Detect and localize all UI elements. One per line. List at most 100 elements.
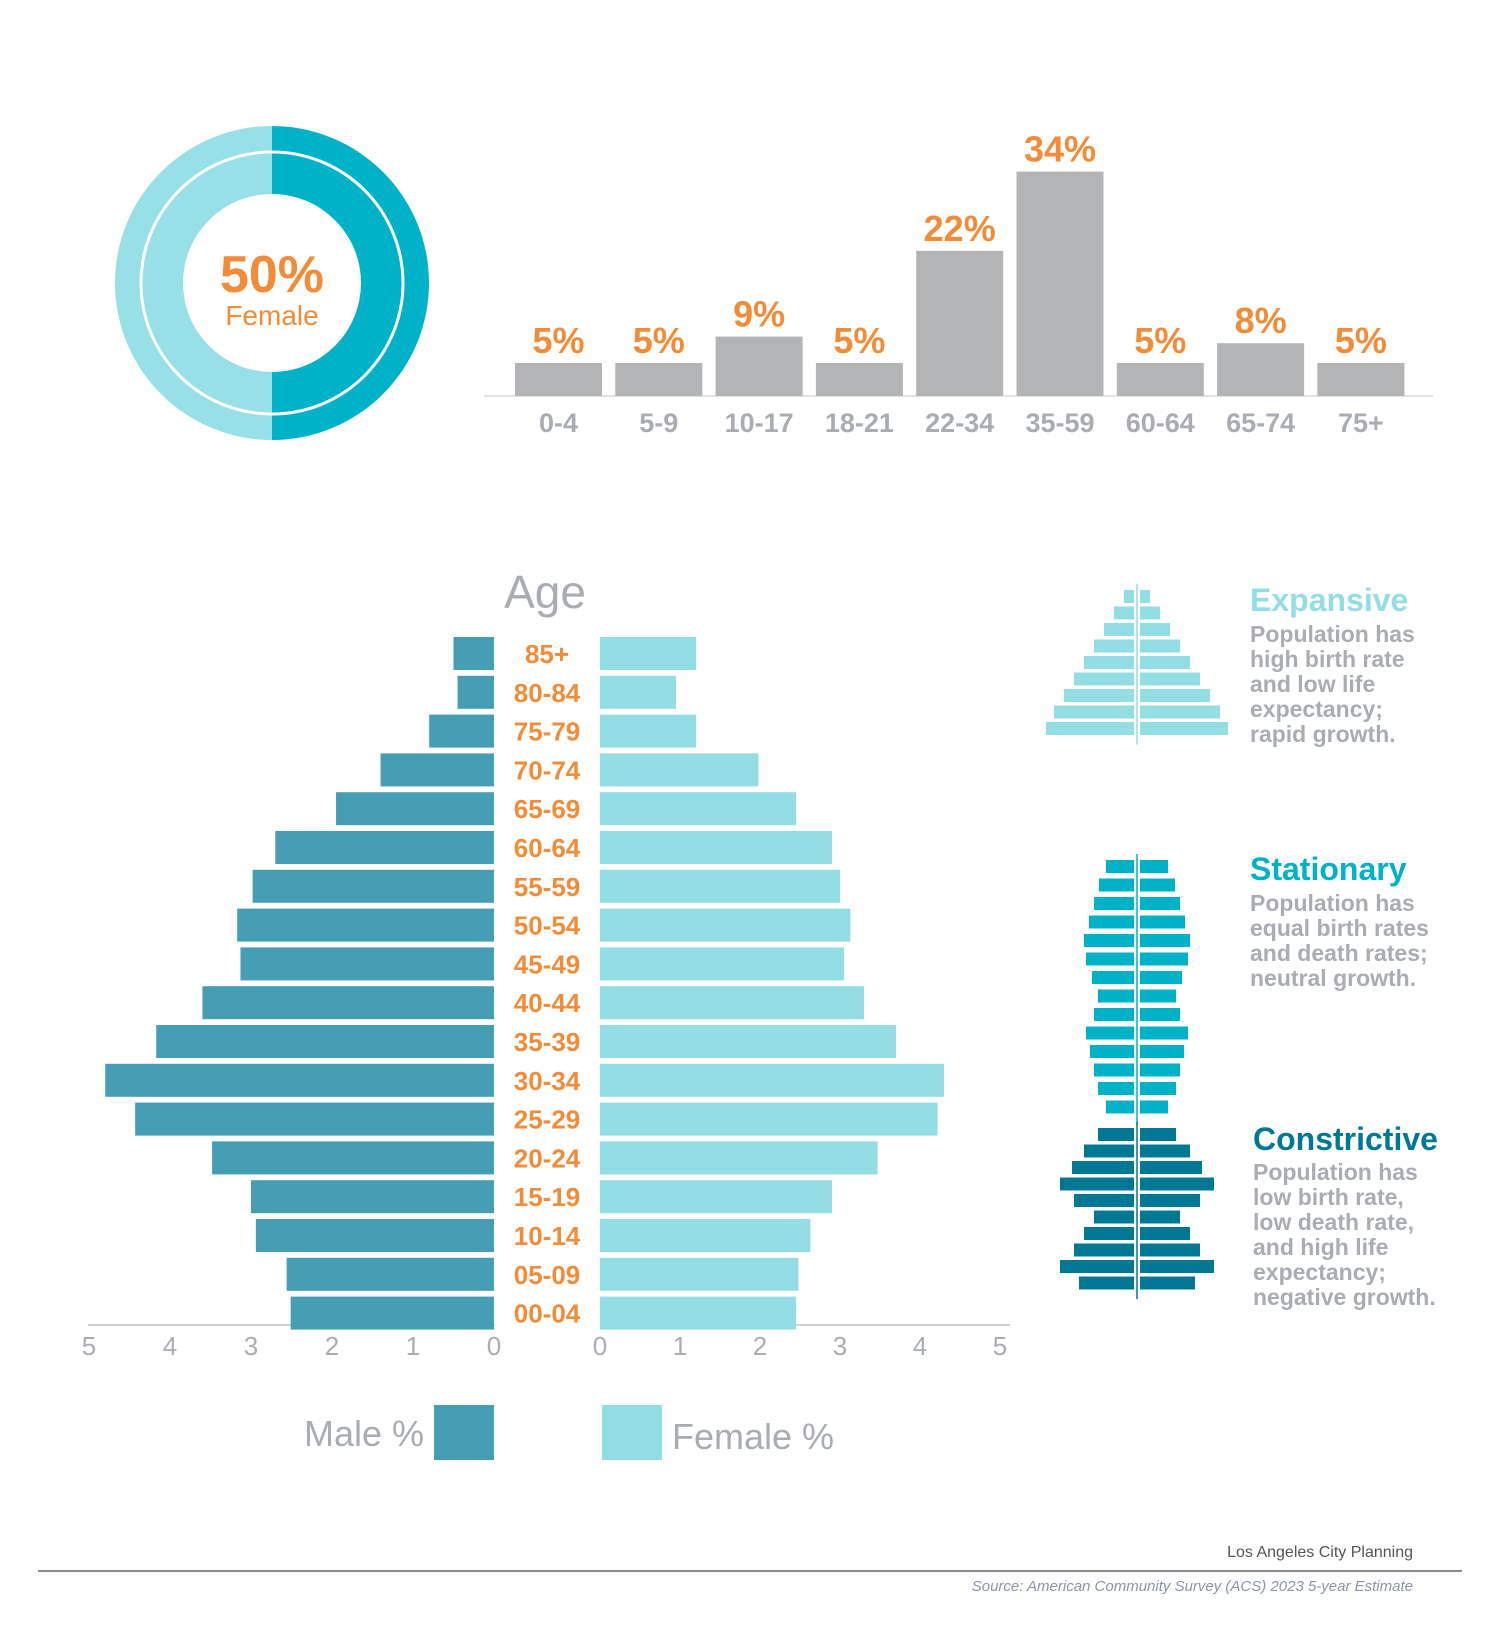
male-bar (429, 714, 494, 748)
age-group-label: 25-29 (514, 1105, 581, 1135)
male-bar (251, 1180, 494, 1214)
age-group-label: 35-39 (514, 1027, 581, 1057)
male-bar (237, 908, 495, 942)
icon-bar-left (1092, 971, 1134, 984)
pyramid-legend: Male % Female % (304, 1405, 834, 1460)
icon-bar-right (1140, 1227, 1190, 1240)
age-group-label: 85+ (525, 639, 569, 669)
icon-bar-left (1084, 934, 1134, 947)
age-group-label: 60-64 (514, 833, 581, 863)
population-pyramid: Age 85+ 80-84 75-79 70-74 65-69 60-64 55-59 50-… (82, 566, 1010, 1361)
icon-bar-left (1124, 590, 1134, 603)
icon-bar-left (1098, 1128, 1134, 1141)
icon-bar-left (1084, 656, 1134, 669)
icon-bar-left (1094, 639, 1134, 653)
icon-bar-right (1140, 915, 1185, 929)
age-bar-value-label: 22% (924, 208, 996, 249)
male-bar (453, 637, 494, 670)
icon-bar-left (1106, 1100, 1134, 1114)
male-bar (240, 947, 494, 981)
icon-bar-right (1140, 590, 1150, 603)
icon-bar-right (1140, 952, 1188, 966)
age-bar-category-label: 65-74 (1226, 408, 1295, 438)
x-tick-label-left: 4 (163, 1331, 177, 1361)
icon-bar-left (1084, 1144, 1134, 1158)
age-bar-value-label: 5% (633, 320, 685, 361)
icon-bar-right (1140, 722, 1228, 735)
icon-bar-left (1086, 952, 1134, 966)
age-group-label: 00-04 (514, 1299, 581, 1329)
x-tick-label-right: 3 (833, 1331, 847, 1361)
icon-bar-left (1046, 722, 1134, 735)
age-bar-value-label: 8% (1235, 300, 1287, 341)
icon-bar-left (1074, 1243, 1134, 1257)
female-bar (600, 1219, 811, 1252)
female-bar (600, 637, 696, 670)
x-tick-label-left: 0 (487, 1331, 501, 1361)
x-tick-label-right: 2 (753, 1331, 767, 1361)
age-group-label: 40-44 (514, 988, 581, 1018)
age-bar-category-label: 0-4 (539, 408, 578, 438)
age-group-label: 10-14 (514, 1221, 581, 1251)
icon-bar-left (1074, 672, 1134, 686)
age-bar-category-label: 22-34 (925, 408, 994, 438)
male-bar (286, 1257, 494, 1291)
male-bar (252, 869, 494, 903)
icon-bar-right (1140, 639, 1180, 653)
age-bar (615, 363, 703, 396)
age-group-label: 55-59 (514, 872, 581, 902)
female-bar (600, 1141, 878, 1175)
age-group-label: 80-84 (514, 678, 581, 708)
age-bar-value-label: 5% (532, 320, 584, 361)
pyramid-type-description-line: neutral growth. (1250, 965, 1416, 991)
age-bar-category-label: 10-17 (725, 408, 794, 438)
icon-bar-left (1089, 915, 1134, 929)
icon-bar-left (1060, 1177, 1134, 1191)
donut-inner-ring (139, 150, 405, 416)
pyramid-type-description-line: and death rates; (1250, 940, 1428, 966)
x-tick-label-left: 3 (244, 1331, 258, 1361)
male-bar (105, 1063, 494, 1097)
age-bar-value-label: 5% (833, 320, 885, 361)
pyramid-type-title: Expansive (1250, 582, 1408, 618)
female-bar (600, 831, 832, 864)
icon-bar-left (1086, 1026, 1134, 1040)
icon-bar-left (1098, 1082, 1134, 1095)
pyramid-type-description-line: negative growth. (1253, 1284, 1436, 1310)
icon-bar-right (1140, 1045, 1184, 1058)
x-tick-label-right: 4 (913, 1331, 927, 1361)
female-bar (600, 675, 676, 709)
icon-bar-left (1090, 1045, 1134, 1058)
age-bar (1217, 343, 1305, 396)
age-bar-category-label: 60-64 (1126, 408, 1195, 438)
female-bar (600, 1180, 832, 1214)
pyramid-title: Age (504, 566, 586, 618)
female-bar (600, 1296, 796, 1330)
icon-bar-right (1140, 1177, 1214, 1191)
female-bar (600, 1102, 938, 1136)
age-bar (815, 363, 903, 396)
male-bar (275, 831, 494, 864)
icon-bar-right (1140, 934, 1190, 947)
donut-center-label: Female (225, 300, 318, 331)
age-group-label: 50-54 (514, 911, 581, 941)
icon-bar-left (1072, 1161, 1134, 1174)
x-tick-label-right: 5 (993, 1331, 1007, 1361)
pyramid-type-description-line: rapid growth. (1250, 721, 1396, 747)
age-distribution-bar-chart: 5% 0-4 5% 5-9 9% 10-17 5% 18-21 22% 22-34 34% 35-59… (484, 129, 1433, 438)
female-bar (600, 714, 696, 748)
icon-bar-left (1098, 989, 1134, 1003)
female-bar (600, 792, 796, 826)
icon-bar-right (1140, 897, 1180, 910)
female-donut-chart: 50% Female (115, 126, 429, 440)
pyramid-type-icon-expansive (1046, 584, 1228, 745)
male-bar (202, 986, 494, 1020)
pyramid-type-description-line: low death rate, (1253, 1209, 1414, 1235)
icon-bar-right (1140, 689, 1210, 702)
icon-bar-left (1074, 1194, 1134, 1207)
icon-bar-right (1140, 989, 1176, 1003)
pyramid-type-description-line: Population has (1250, 890, 1415, 916)
pyramid-type-icon-stationary (1084, 854, 1190, 1125)
icon-bar-left (1054, 705, 1134, 719)
icon-bar-left (1094, 897, 1134, 910)
